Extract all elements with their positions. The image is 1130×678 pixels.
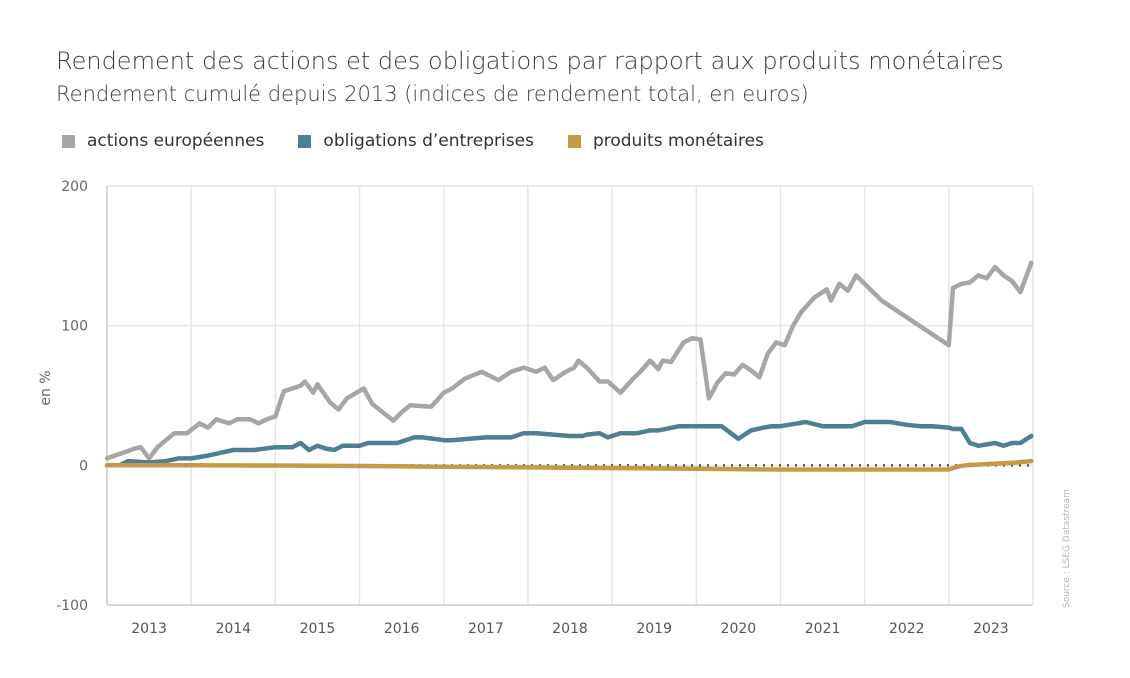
x-tick-label: 2015	[300, 621, 336, 637]
chart-subtitle: Rendement cumulé depuis 2013 (indices de…	[56, 82, 809, 106]
y-tick-label: -100	[56, 598, 88, 614]
series-line-actions	[104, 260, 1034, 461]
x-tick-label: 2017	[468, 621, 504, 637]
legend-label-monetaires: produits monétaires	[592, 131, 764, 151]
x-tick-label: 2014	[215, 621, 251, 637]
x-tick-label: 2022	[889, 621, 925, 637]
x-tick-label: 2023	[973, 621, 1009, 637]
y-tick-label: 0	[79, 458, 88, 474]
y-tick-label: 200	[61, 179, 88, 195]
series-lines	[104, 260, 1034, 472]
axes	[106, 186, 1033, 606]
legend-swatch-monetaires	[567, 134, 581, 148]
x-tick-label: 2021	[805, 621, 841, 637]
tick-labels: 200 100 0 -100 2013 2014 2015 2016 2017 2018 2019 2…	[38, 179, 1009, 637]
grid-lines	[106, 185, 1034, 606]
series-line-monetaires	[104, 458, 1034, 472]
x-tick-label: 2020	[721, 621, 757, 637]
x-tick-label: 2013	[131, 621, 167, 637]
legend-label-actions: actions européennes	[87, 131, 265, 151]
legend-swatch-obligations	[298, 134, 312, 148]
chart-legend: actions européennes obligations d’entrep…	[62, 131, 764, 151]
x-tick-label: 2016	[384, 621, 420, 637]
legend-item-obligations[interactable]: obligations d’entreprises	[298, 131, 534, 151]
y-axis-label: en %	[38, 370, 54, 405]
legend-label-obligations: obligations d’entreprises	[323, 131, 534, 151]
legend-item-actions[interactable]: actions européennes	[62, 131, 264, 151]
chart-title: Rendement des actions et des obligations…	[56, 47, 1004, 75]
y-tick-label: 100	[61, 319, 88, 335]
x-tick-label: 2018	[552, 621, 588, 637]
source-note: Source : LSEG Datastream	[1062, 489, 1072, 608]
x-tick-label: 2019	[636, 621, 672, 637]
legend-item-monetaires[interactable]: produits monétaires	[567, 131, 764, 151]
series-line-obligations	[104, 419, 1034, 468]
legend-swatch-actions	[62, 134, 75, 148]
